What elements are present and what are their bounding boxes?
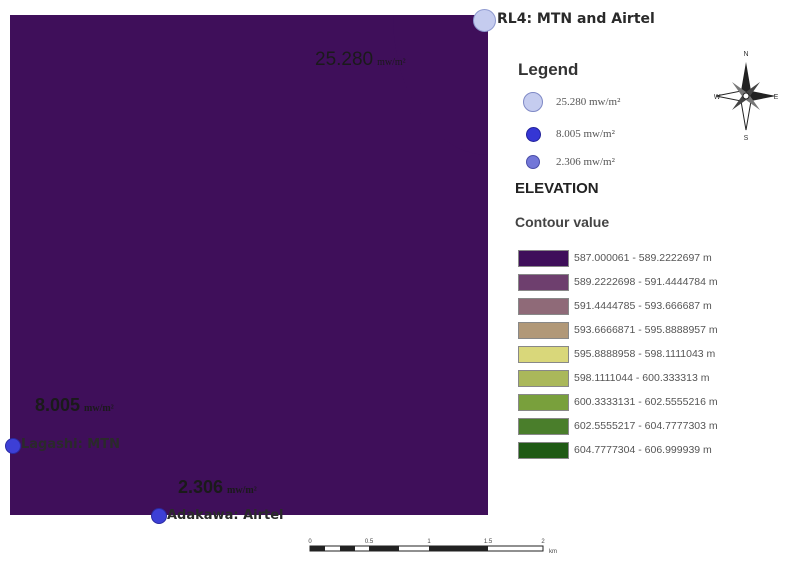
contour-class-row: 602.5555217 - 604.7777303 m xyxy=(518,414,718,438)
elevation-map[interactable]: 25.280 mw/m² 8.005 mw/m² 2.306 mw/m² xyxy=(10,15,488,515)
legend-symbol-medium: 8.005 mw/m² xyxy=(520,124,615,144)
legend-title: Legend xyxy=(518,60,579,79)
contour-class-row: 598.1111044 - 600.333313 m xyxy=(518,366,718,390)
compass-letter-n: N xyxy=(743,51,748,58)
class-swatch xyxy=(518,369,569,387)
contour-class-row: 600.3333131 - 602.5555216 m xyxy=(518,390,718,414)
intensity-label-rl4: 25.280 mw/m² xyxy=(315,49,406,71)
scale-tick-1: 0.5 xyxy=(365,539,374,545)
contour-class-row: 587.000061 - 589.2222697 m xyxy=(518,246,718,270)
elevation-title: ELEVATION xyxy=(515,180,599,197)
zone-9 xyxy=(10,15,488,515)
class-swatch xyxy=(518,441,569,459)
medium-circle-icon xyxy=(525,126,541,142)
class-range: 600.3333131 - 602.5555216 m xyxy=(574,396,718,408)
class-swatch xyxy=(518,249,569,267)
legend-symbol-label: 25.280 mw/m² xyxy=(556,96,621,108)
legend-symbol-small: 2.306 mw/m² xyxy=(520,152,615,172)
intensity-value: 25.280 xyxy=(315,49,374,70)
intensity-unit: mw/m² xyxy=(84,403,114,414)
small-circle-icon xyxy=(526,155,540,169)
contour-class-list: 587.000061 - 589.2222697 m 589.2222698 -… xyxy=(518,246,718,462)
contour-value-title: Contour value xyxy=(515,214,610,230)
intensity-label-lagashi: 8.005 mw/m² xyxy=(35,395,114,416)
intensity-value: 8.005 xyxy=(35,395,81,415)
class-range: 587.000061 - 589.2222697 m xyxy=(574,252,712,264)
class-range: 598.1111044 - 600.333313 m xyxy=(574,372,710,384)
large-circle-icon xyxy=(523,92,543,112)
class-range: 593.6666871 - 595.8888957 m xyxy=(574,324,718,336)
intensity-unit: mw/m² xyxy=(227,485,257,496)
site-marker-adakawa[interactable] xyxy=(151,508,167,524)
class-swatch xyxy=(518,345,569,363)
contour-class-row: 595.8888958 - 598.1111043 m xyxy=(518,342,718,366)
class-swatch xyxy=(518,273,569,291)
class-range: 591.4444785 - 593.666687 m xyxy=(574,300,712,312)
class-swatch xyxy=(518,417,569,435)
scale-tick-3: 1.5 xyxy=(484,539,493,545)
scale-bar: 0 0.5 1 1.5 2 km xyxy=(308,539,557,555)
contour-class-row: 591.4444785 - 593.666687 m xyxy=(518,294,718,318)
intensity-label-adakawa: 2.306 mw/m² xyxy=(178,477,257,498)
site-marker-lagashi[interactable] xyxy=(5,438,21,454)
site-marker-rl4[interactable] xyxy=(473,9,496,32)
intensity-unit: mw/m² xyxy=(377,57,406,68)
legend-symbol-large: 25.280 mw/m² xyxy=(520,92,620,112)
legend-symbol-label: 2.306 mw/m² xyxy=(556,156,615,168)
compass-letter-s: S xyxy=(744,135,749,142)
north-arrow-icon: N E S W xyxy=(714,51,778,142)
site-label-rl4: RL4: MTN and Airtel xyxy=(497,11,655,27)
class-range: 604.7777304 - 606.999939 m xyxy=(574,444,712,456)
scale-unit: km xyxy=(549,549,557,555)
class-swatch xyxy=(518,321,569,339)
contour-zones xyxy=(10,15,488,515)
site-label-lagashi: Lagashi: MTN xyxy=(21,437,120,452)
compass-letter-w: W xyxy=(714,94,721,101)
contour-class-row: 593.6666871 - 595.8888957 m xyxy=(518,318,718,342)
contour-class-row: 604.7777304 - 606.999939 m xyxy=(518,438,718,462)
class-swatch xyxy=(518,393,569,411)
intensity-value: 2.306 xyxy=(178,477,224,497)
scale-tick-2: 1 xyxy=(427,539,431,545)
contour-class-row: 589.2222698 - 591.4444784 m xyxy=(518,270,718,294)
zone-core xyxy=(393,15,488,155)
site-label-adakawa: Adakawa: Airtel xyxy=(167,508,284,523)
class-swatch xyxy=(518,297,569,315)
class-range: 595.8888958 - 598.1111043 m xyxy=(574,348,716,360)
class-range: 602.5555217 - 604.7777303 m xyxy=(574,420,718,432)
scale-tick-0: 0 xyxy=(308,539,312,545)
class-range: 589.2222698 - 591.4444784 m xyxy=(574,276,718,288)
compass-letter-e: E xyxy=(774,94,778,101)
scale-tick-4: 2 xyxy=(541,539,545,545)
legend-symbol-label: 8.005 mw/m² xyxy=(556,128,615,140)
